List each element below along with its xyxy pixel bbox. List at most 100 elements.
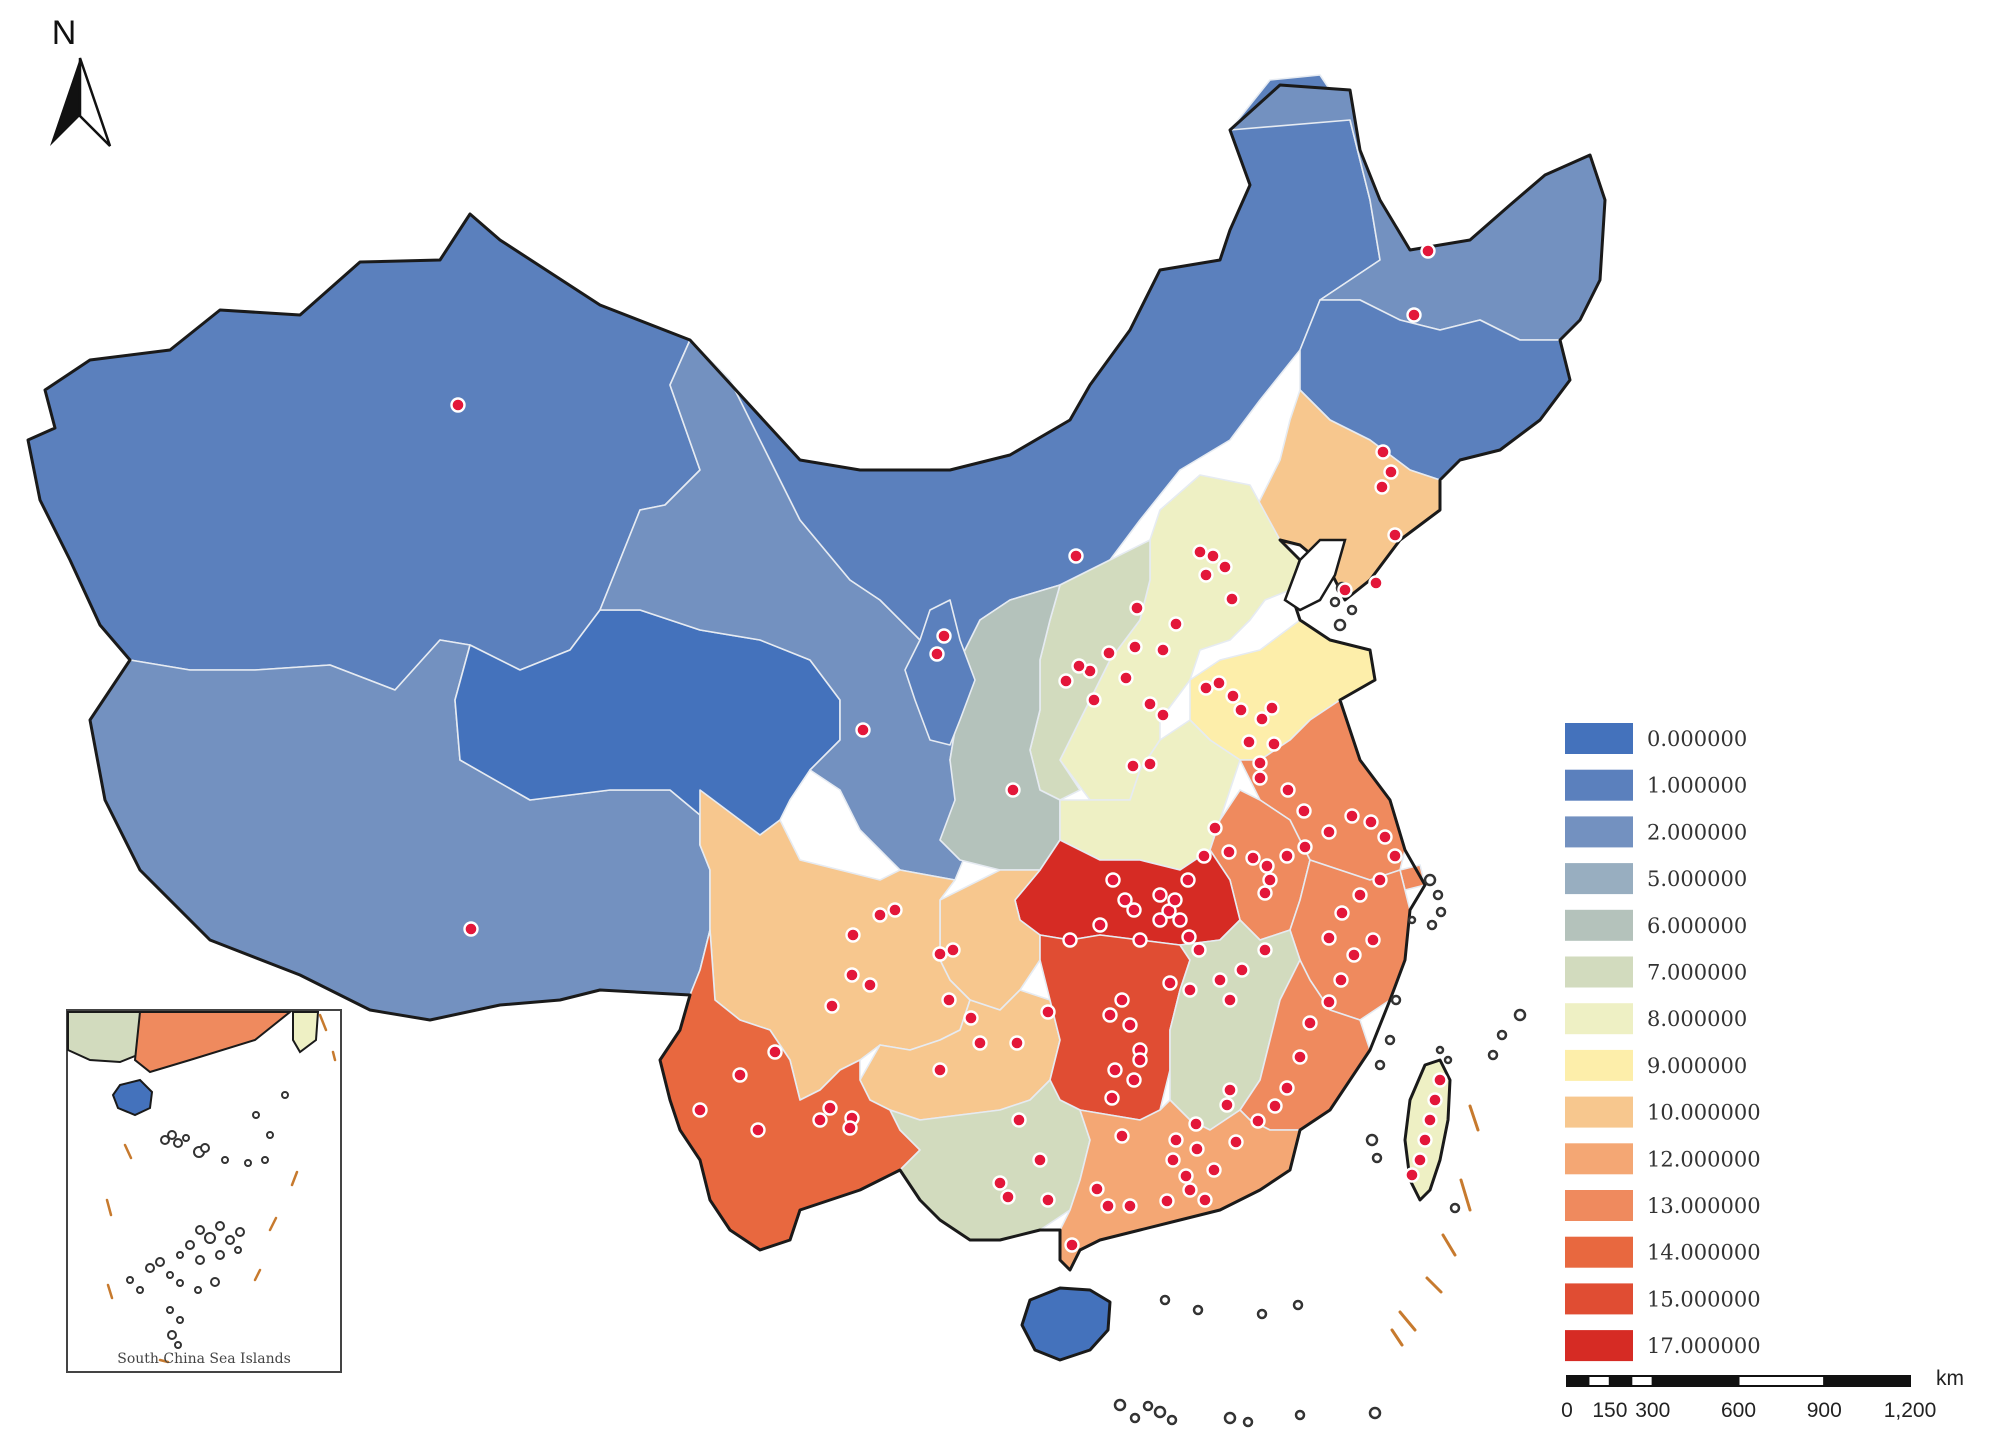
city-marker	[1241, 734, 1257, 750]
inset-island	[215, 1221, 225, 1231]
city-marker	[1152, 912, 1168, 928]
country-outline	[26, 83, 1607, 1272]
city-marker	[1279, 848, 1295, 864]
inset-island	[173, 1138, 183, 1148]
city-marker	[750, 1122, 766, 1138]
city-marker	[1105, 872, 1121, 888]
inset-dash-segment	[158, 1358, 170, 1364]
city-marker	[1302, 1015, 1318, 1031]
island	[1192, 1304, 1204, 1316]
city-marker	[1192, 544, 1208, 560]
city-marker	[1104, 1090, 1120, 1106]
inset-island	[235, 1227, 245, 1237]
city-marker	[1377, 829, 1393, 845]
city-marker	[1142, 696, 1158, 712]
city-marker	[1250, 1113, 1266, 1129]
city-markers	[450, 243, 1448, 1253]
city-marker	[1197, 1192, 1213, 1208]
legend-swatch	[1565, 723, 1633, 754]
city-marker	[1062, 932, 1078, 948]
city-marker	[1427, 1092, 1443, 1108]
legend-swatch	[1565, 956, 1633, 988]
city-marker	[1417, 1132, 1433, 1148]
inset-island	[252, 1111, 260, 1119]
city-marker	[1000, 1189, 1016, 1205]
inset-dash-segment	[105, 1198, 113, 1217]
inset-island	[176, 1279, 184, 1287]
city-marker	[1168, 616, 1184, 632]
north-arrow-left-icon	[50, 58, 80, 146]
dash-segment	[1425, 1276, 1443, 1294]
city-marker	[1122, 1017, 1138, 1033]
inset-island	[166, 1306, 174, 1314]
inset-island	[167, 1130, 177, 1140]
inset-map: South China Sea Islands	[66, 1009, 342, 1373]
city-marker	[932, 1062, 948, 1078]
inset-island	[266, 1131, 274, 1139]
city-marker	[1259, 858, 1275, 874]
inset-island	[126, 1276, 134, 1284]
city-marker	[1420, 243, 1436, 259]
city-marker	[1422, 1112, 1438, 1128]
city-marker	[1296, 803, 1312, 819]
city-marker	[1221, 844, 1237, 860]
city-marker	[1178, 1168, 1194, 1184]
island	[1407, 915, 1417, 925]
city-marker	[1064, 1237, 1080, 1253]
city-marker	[844, 967, 860, 983]
city-marker	[1212, 972, 1228, 988]
north-arrow-right-icon	[78, 57, 112, 147]
scale-bar: km 0 150 300 600 900 1,200	[1561, 1367, 1964, 1422]
city-marker	[1155, 642, 1171, 658]
inset-taiwan	[292, 1011, 320, 1054]
city-marker	[1344, 808, 1360, 824]
city-marker	[1198, 680, 1214, 696]
city-marker	[842, 1120, 858, 1136]
city-marker	[1168, 1132, 1184, 1148]
city-marker	[1126, 1072, 1142, 1088]
inset-island	[176, 1316, 184, 1324]
city-marker	[1292, 1049, 1308, 1065]
scale-segment	[1651, 1375, 1740, 1387]
city-marker	[1122, 1198, 1138, 1214]
island	[1487, 1049, 1499, 1061]
scale-segment	[1737, 1375, 1826, 1387]
scale-tick-label: 600	[1721, 1399, 1756, 1422]
city-marker	[1257, 942, 1273, 958]
city-marker	[1368, 575, 1384, 591]
city-marker	[1372, 872, 1388, 888]
city-marker	[1387, 848, 1403, 864]
scale-segment	[1566, 1375, 1590, 1387]
legend: 0.000000 1.000000 2.000000 5.000000 6.000000…	[1565, 723, 1761, 1362]
city-marker	[1321, 824, 1337, 840]
inset-island	[176, 1251, 184, 1259]
inset-dash-segment	[318, 1013, 328, 1032]
city-marker	[1337, 582, 1353, 598]
north-arrow: N	[50, 14, 112, 147]
city-marker	[1117, 892, 1133, 908]
city-marker	[1333, 972, 1349, 988]
city-marker	[1252, 755, 1268, 771]
inset-island	[145, 1263, 155, 1273]
legend-swatch	[1565, 1330, 1633, 1362]
island	[1333, 618, 1347, 632]
city-marker	[1172, 912, 1188, 928]
city-marker	[932, 946, 948, 962]
city-marker	[1267, 1098, 1283, 1114]
city-marker	[1206, 1162, 1222, 1178]
inset-dash-segment	[253, 1268, 262, 1282]
legend-label: 2.000000	[1647, 820, 1747, 844]
island	[1142, 1400, 1154, 1412]
city-marker	[941, 992, 957, 1008]
city-marker	[1181, 929, 1197, 945]
city-marker	[887, 902, 903, 918]
inset-dash-segment	[123, 1143, 133, 1160]
city-marker	[1321, 930, 1337, 946]
legend-label: 14.000000	[1647, 1241, 1761, 1265]
city-marker	[1107, 1062, 1123, 1078]
legend-swatch	[1565, 816, 1633, 848]
legend-swatch	[1565, 1096, 1633, 1128]
city-marker	[1155, 707, 1171, 723]
city-marker	[855, 722, 871, 738]
island	[1513, 1008, 1527, 1022]
